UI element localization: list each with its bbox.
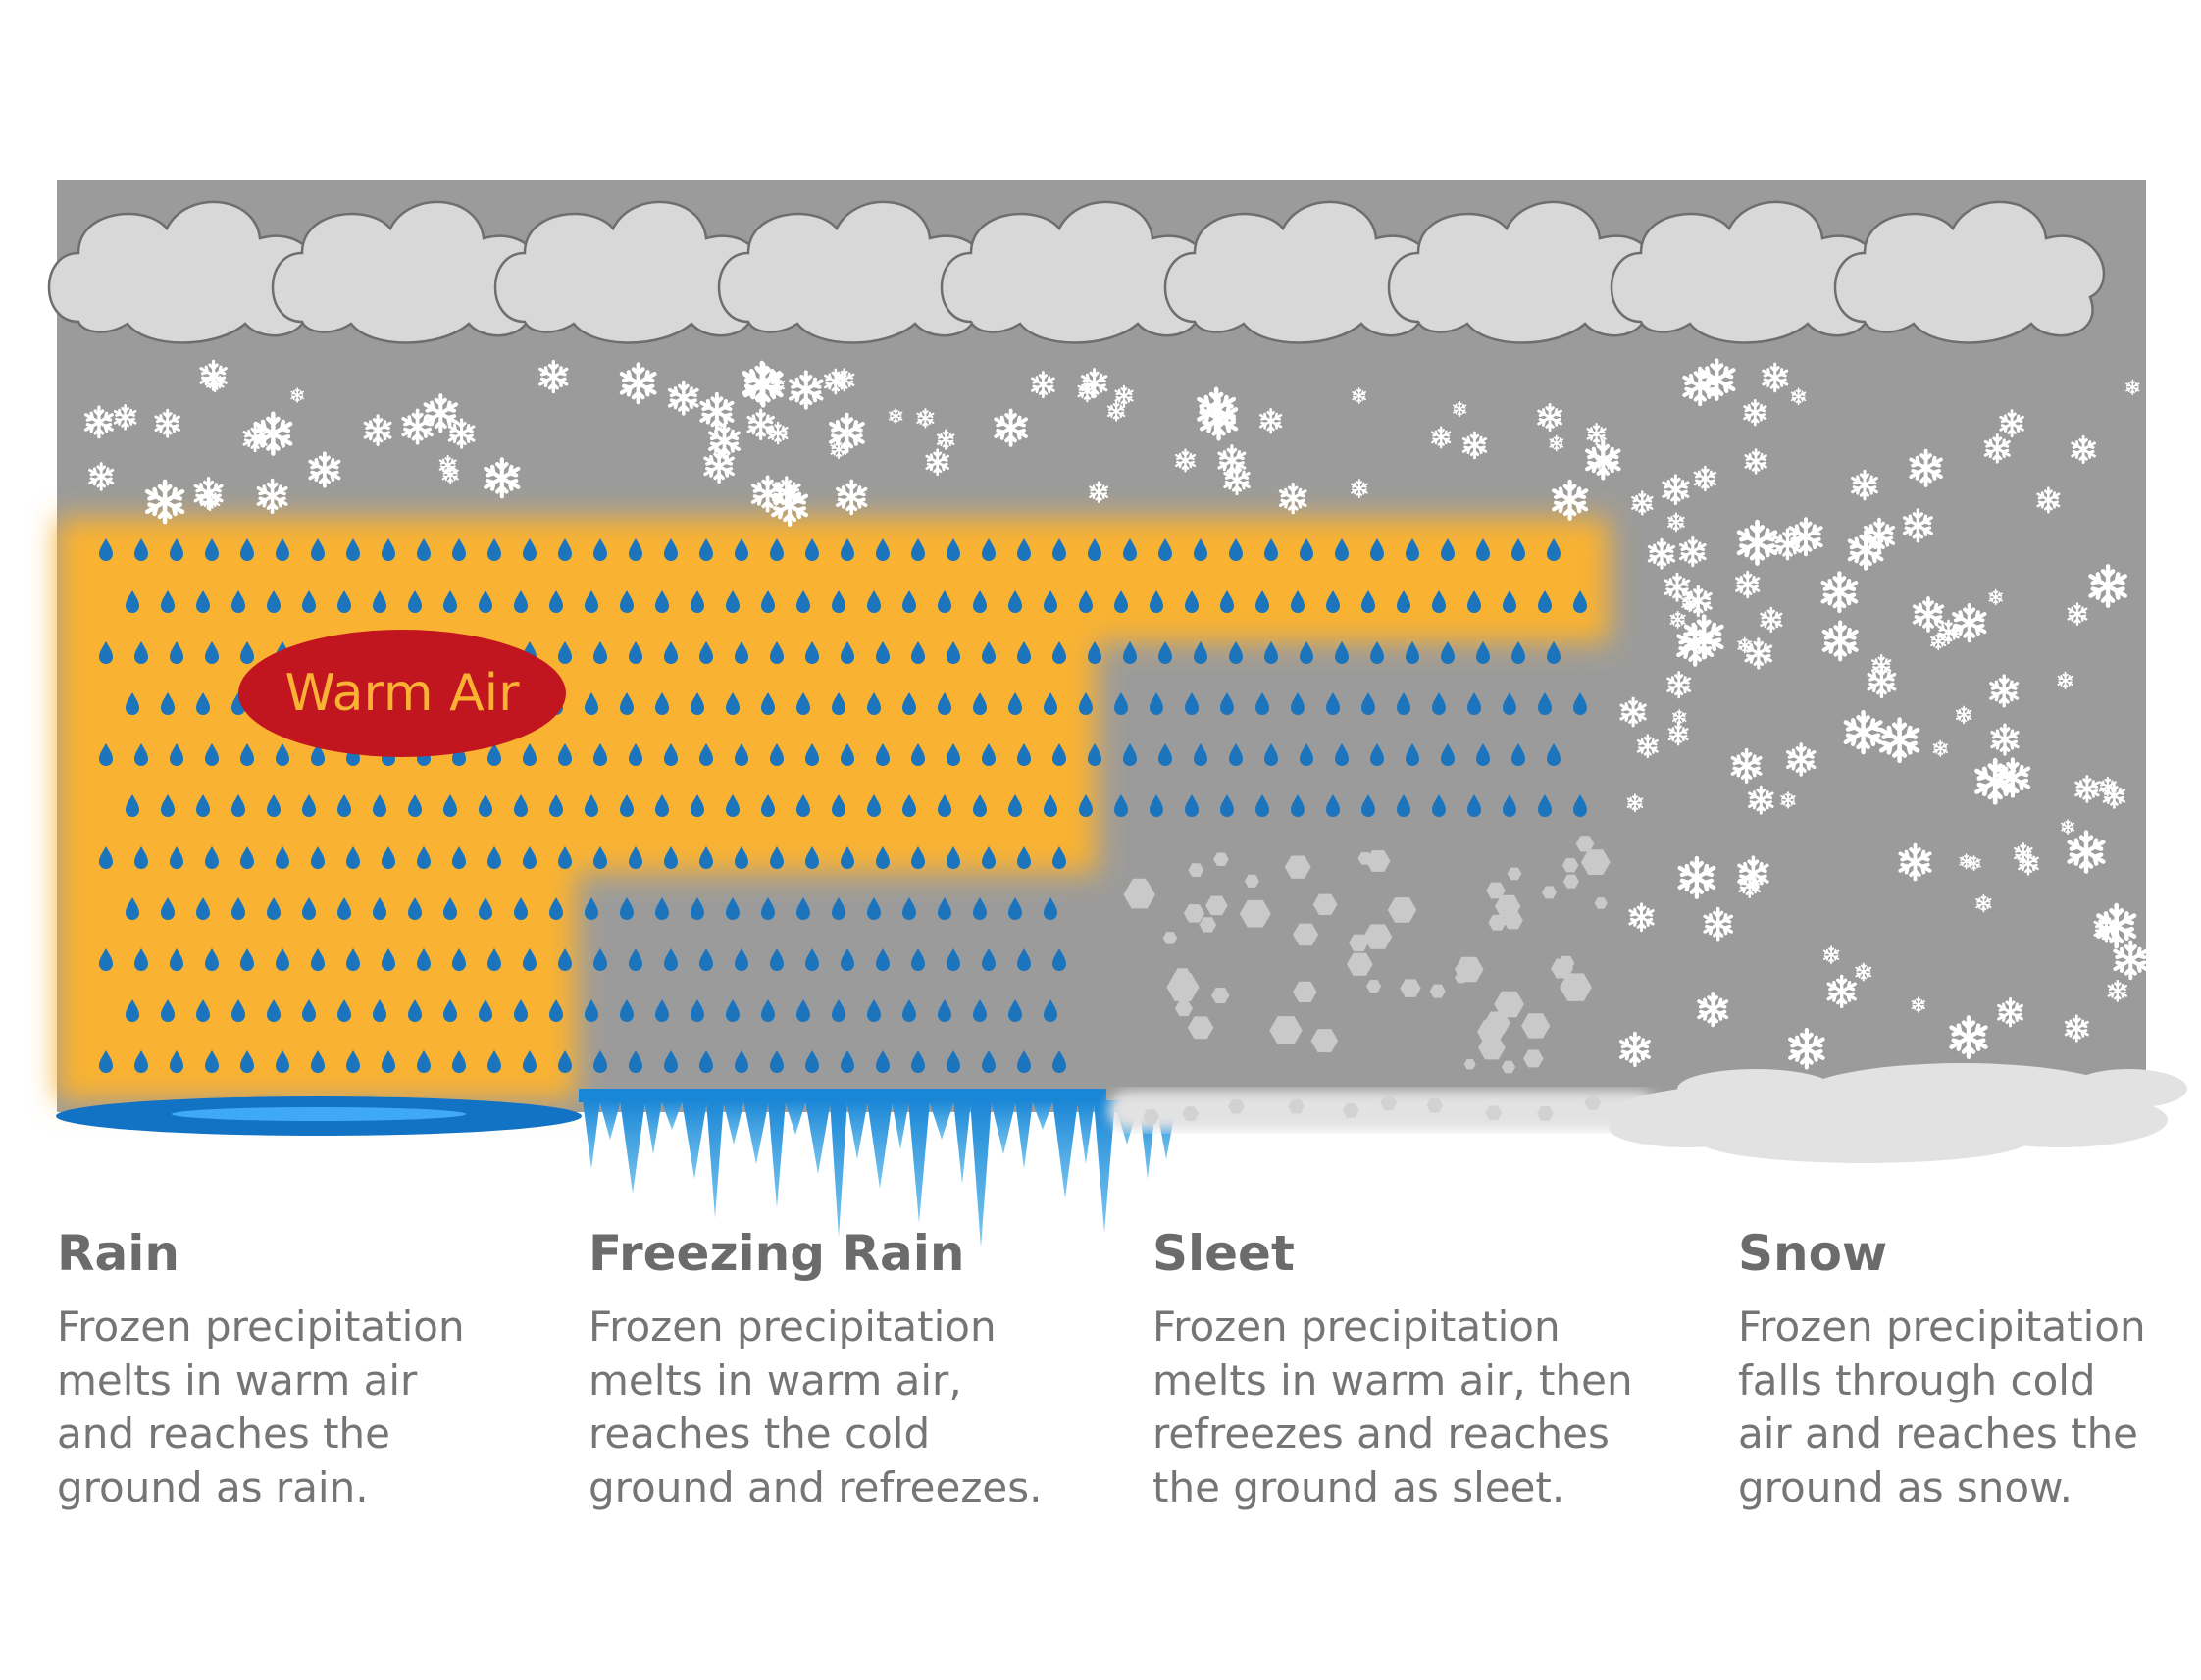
panel-title: Snow (1738, 1225, 1888, 1282)
panel-description: Frozen precipitation melts in warm air a… (57, 1302, 465, 1511)
panel-freezing-rain: Freezing Rain Frozen precipitation melts… (589, 1224, 1042, 1514)
icicle (846, 1100, 868, 1159)
panel-title: Rain (57, 1225, 179, 1282)
cloud (1163, 200, 1436, 344)
cloud (271, 200, 543, 344)
panel-description: Frozen precipitation falls through cold … (1738, 1302, 2146, 1511)
icicle (991, 1100, 1016, 1154)
icicle (1052, 1100, 1078, 1198)
icicles (579, 1089, 1177, 1247)
icicle (1032, 1100, 1053, 1130)
icicle (743, 1100, 769, 1164)
warm-air-label: Warm Air (284, 664, 520, 723)
panel-title: Sleet (1152, 1225, 1295, 1282)
cloud (493, 200, 766, 344)
cloud (1610, 200, 1882, 344)
icicle (723, 1100, 744, 1145)
sleet-ground (1108, 1091, 1658, 1130)
icicle (970, 1100, 992, 1247)
icicle (830, 1100, 847, 1238)
icicle (644, 1100, 662, 1154)
panel-description: Frozen precipitation melts in warm air, … (1152, 1302, 1633, 1511)
cloud (940, 200, 1212, 344)
icicle (805, 1100, 831, 1174)
icicle (953, 1100, 971, 1184)
cloud (717, 200, 990, 344)
icicle (620, 1100, 645, 1194)
icicle (929, 1100, 954, 1140)
snow-ground (1609, 1063, 2187, 1163)
rain-puddle (56, 1096, 582, 1136)
panel-title: Freezing Rain (589, 1225, 965, 1282)
cloud (47, 200, 320, 344)
warm-air-badge: Warm Air (238, 630, 566, 757)
icicle (706, 1100, 724, 1218)
icicle (682, 1100, 707, 1179)
icicle (867, 1100, 893, 1189)
cloud (1833, 200, 2106, 344)
panel-snow: Snow Frozen precipitation falls through … (1738, 1224, 2146, 1514)
icicle (892, 1100, 909, 1149)
icicle (768, 1100, 786, 1208)
icicle (599, 1100, 621, 1140)
panel-description: Frozen precipitation melts in warm air, … (589, 1302, 1043, 1511)
panel-sleet: Sleet Frozen precipitation melts in warm… (1152, 1224, 1633, 1514)
panel-rain: Rain Frozen precipitation melts in warm … (57, 1224, 465, 1514)
cloud-band (47, 200, 2106, 344)
icicle (661, 1100, 683, 1130)
icicle (1015, 1100, 1033, 1169)
icicle (1094, 1100, 1115, 1233)
cloud (1387, 200, 1660, 344)
icicle (908, 1100, 930, 1223)
icicle (583, 1100, 600, 1169)
icicle (1077, 1100, 1095, 1164)
icicle (785, 1100, 806, 1135)
